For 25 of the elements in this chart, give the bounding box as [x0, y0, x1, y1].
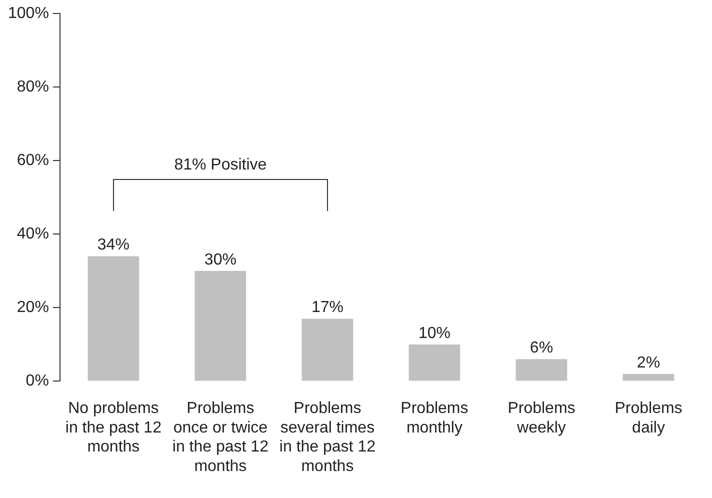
y-tick-label: 20% [16, 299, 49, 316]
data-label: 10% [418, 324, 450, 342]
bar [88, 256, 140, 381]
y-tick-label: 60% [16, 152, 49, 170]
x-tick-label: Problems several times in the past 12 months [279, 400, 376, 475]
data-label: 30% [204, 251, 236, 268]
y-tick-label: 0% [26, 372, 49, 390]
x-tick-label: Problems monthly [400, 400, 468, 436]
data-label: 34% [97, 236, 130, 254]
x-tick-label: No problems in the past 12 months [65, 400, 162, 456]
y-tick-label: 40% [16, 226, 49, 243]
y-tick-label: 100% [8, 5, 49, 22]
bar [194, 270, 246, 381]
y-tick-label: 80% [16, 78, 49, 96]
bar [408, 344, 460, 381]
bar [622, 374, 674, 381]
data-label: 6% [530, 340, 554, 357]
bar [516, 359, 568, 381]
annotation: 81% Positive [174, 156, 267, 174]
x-tick-label: Problems weekly [508, 400, 576, 436]
bar [302, 318, 354, 381]
data-label: 17% [311, 299, 344, 316]
x-tick-label: Problems daily [614, 400, 682, 436]
data-label: 2% [636, 354, 660, 372]
x-tick-label: Problems once or twice in the past 12 months [172, 400, 269, 475]
